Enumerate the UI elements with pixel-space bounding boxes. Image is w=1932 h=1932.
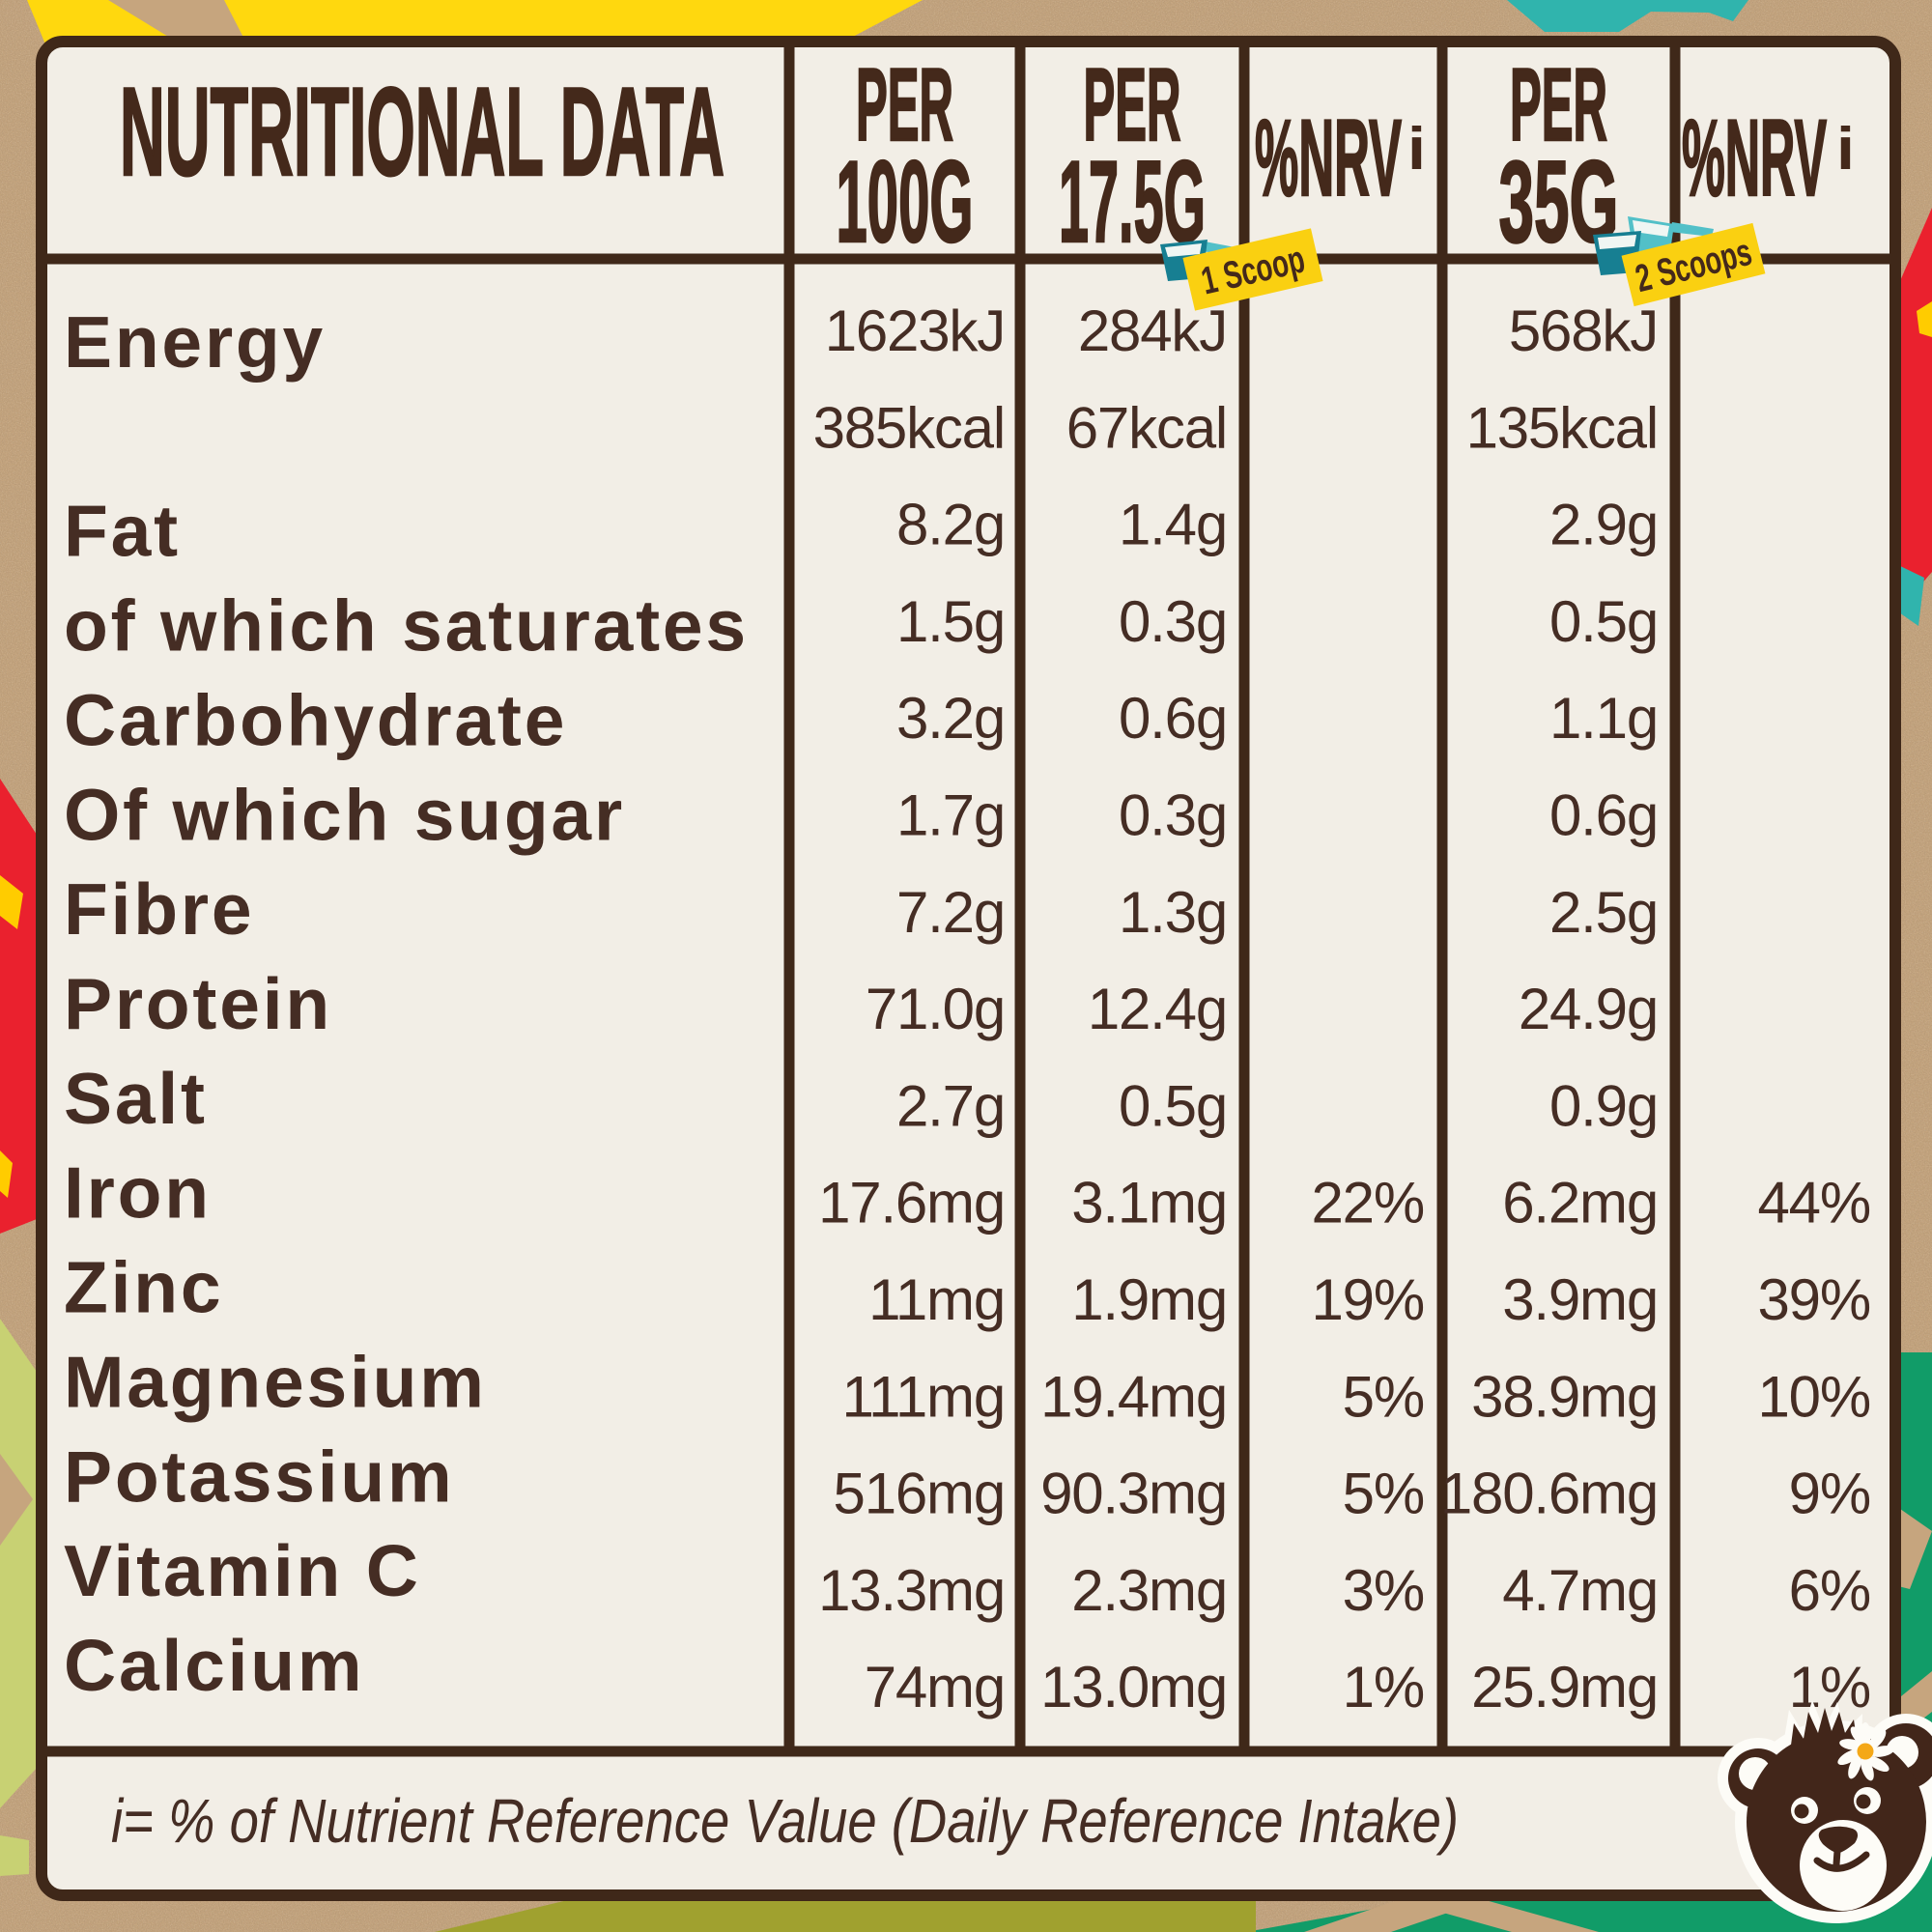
svg-text:Iron: Iron: [64, 1152, 212, 1234]
svg-text:135kcal: 135kcal: [1466, 395, 1658, 460]
svg-text:0.5g: 0.5g: [1549, 589, 1658, 654]
svg-text:0.3g: 0.3g: [1119, 589, 1227, 654]
svg-text:PER: PER: [1084, 46, 1181, 162]
svg-text:1.3g: 1.3g: [1119, 880, 1227, 945]
svg-text:%NRV: %NRV: [1255, 98, 1402, 218]
svg-text:Vitamin C: Vitamin C: [64, 1530, 421, 1611]
svg-text:3%: 3%: [1343, 1558, 1424, 1623]
svg-text:8.2g: 8.2g: [896, 493, 1005, 557]
svg-text:i: i: [1836, 116, 1855, 183]
svg-text:516mg: 516mg: [834, 1462, 1005, 1526]
svg-text:0.9g: 0.9g: [1549, 1073, 1658, 1138]
svg-text:385kcal: 385kcal: [813, 395, 1005, 460]
svg-text:5%: 5%: [1343, 1364, 1424, 1429]
svg-text:Energy: Energy: [64, 301, 326, 383]
svg-text:6%: 6%: [1789, 1558, 1870, 1623]
svg-text:100G: 100G: [837, 137, 974, 267]
svg-text:71.0g: 71.0g: [866, 977, 1005, 1041]
svg-text:17.5G: 17.5G: [1059, 137, 1206, 267]
svg-text:0.3g: 0.3g: [1119, 783, 1227, 848]
svg-text:2.9g: 2.9g: [1549, 493, 1658, 557]
svg-text:6.2mg: 6.2mg: [1502, 1171, 1658, 1236]
svg-text:67kcal: 67kcal: [1066, 395, 1227, 460]
svg-text:4.7mg: 4.7mg: [1502, 1558, 1658, 1623]
svg-text:0.5g: 0.5g: [1119, 1073, 1227, 1138]
svg-text:PER: PER: [1510, 46, 1607, 162]
svg-text:Protein: Protein: [64, 963, 332, 1044]
svg-text:1623kJ: 1623kJ: [825, 298, 1005, 363]
svg-text:284kJ: 284kJ: [1078, 298, 1227, 363]
svg-text:17.6mg: 17.6mg: [818, 1171, 1005, 1236]
svg-text:19%: 19%: [1312, 1267, 1425, 1332]
svg-text:1.1g: 1.1g: [1549, 686, 1658, 751]
svg-text:13.0mg: 13.0mg: [1040, 1655, 1227, 1719]
svg-text:i= % of Nutrient Reference Val: i= % of Nutrient Reference Value (Daily …: [111, 1786, 1459, 1856]
svg-text:1.7g: 1.7g: [896, 783, 1005, 848]
svg-text:38.9mg: 38.9mg: [1471, 1364, 1658, 1429]
svg-text:Potassium: Potassium: [64, 1435, 455, 1517]
svg-text:180.6mg: 180.6mg: [1440, 1462, 1658, 1526]
svg-text:7.2g: 7.2g: [896, 880, 1005, 945]
svg-text:24.9g: 24.9g: [1519, 977, 1658, 1041]
svg-text:Magnesium: Magnesium: [64, 1341, 487, 1422]
svg-text:of which saturates: of which saturates: [64, 585, 749, 667]
svg-text:Of which sugar: Of which sugar: [64, 774, 625, 855]
svg-text:12.4g: 12.4g: [1088, 977, 1227, 1041]
svg-text:3.9mg: 3.9mg: [1502, 1267, 1658, 1332]
svg-text:PER: PER: [856, 46, 953, 162]
svg-text:111mg: 111mg: [841, 1364, 1005, 1429]
svg-text:1.9mg: 1.9mg: [1071, 1267, 1227, 1332]
svg-text:3.1mg: 3.1mg: [1071, 1171, 1227, 1236]
svg-text:NUTRITIONAL DATA: NUTRITIONAL DATA: [120, 61, 724, 202]
svg-text:Zinc: Zinc: [64, 1247, 223, 1328]
svg-text:5%: 5%: [1343, 1462, 1424, 1526]
svg-text:11mg: 11mg: [868, 1267, 1005, 1332]
svg-text:Salt: Salt: [64, 1058, 208, 1139]
svg-text:9%: 9%: [1789, 1462, 1870, 1526]
svg-text:19.4mg: 19.4mg: [1040, 1364, 1227, 1429]
svg-text:0.6g: 0.6g: [1549, 783, 1658, 848]
svg-text:90.3mg: 90.3mg: [1040, 1462, 1227, 1526]
svg-text:Fibre: Fibre: [64, 868, 254, 950]
svg-text:3.2g: 3.2g: [896, 686, 1005, 751]
svg-text:1%: 1%: [1343, 1655, 1424, 1719]
svg-text:2.3mg: 2.3mg: [1071, 1558, 1227, 1623]
svg-text:568kJ: 568kJ: [1509, 298, 1658, 363]
svg-text:2.7g: 2.7g: [896, 1073, 1005, 1138]
svg-text:1%: 1%: [1789, 1655, 1870, 1719]
svg-text:39%: 39%: [1758, 1267, 1871, 1332]
svg-text:i: i: [1407, 116, 1426, 183]
svg-text:Carbohydrate: Carbohydrate: [64, 679, 567, 760]
svg-text:0.6g: 0.6g: [1119, 686, 1227, 751]
svg-text:22%: 22%: [1312, 1171, 1425, 1236]
svg-text:Fat: Fat: [64, 491, 181, 572]
svg-text:10%: 10%: [1758, 1364, 1871, 1429]
svg-text:44%: 44%: [1758, 1171, 1871, 1236]
svg-text:74mg: 74mg: [865, 1655, 1005, 1719]
svg-text:1.4g: 1.4g: [1119, 493, 1227, 557]
svg-text:%NRV: %NRV: [1682, 98, 1827, 218]
svg-text:1.5g: 1.5g: [896, 589, 1005, 654]
svg-text:Calcium: Calcium: [64, 1625, 364, 1706]
svg-text:25.9mg: 25.9mg: [1471, 1655, 1658, 1719]
svg-text:2.5g: 2.5g: [1549, 880, 1658, 945]
svg-text:13.3mg: 13.3mg: [818, 1558, 1005, 1623]
